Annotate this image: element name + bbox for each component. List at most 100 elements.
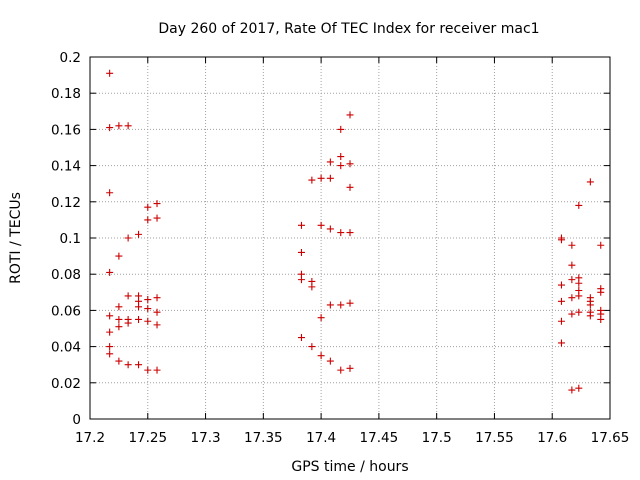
data-point — [557, 281, 565, 289]
y-tick-label: 0.06 — [51, 303, 81, 319]
data-point — [135, 315, 143, 323]
data-point — [124, 319, 132, 327]
data-point — [568, 294, 576, 302]
data-point — [135, 303, 143, 311]
data-point — [337, 125, 345, 133]
data-point — [346, 364, 354, 372]
data-point — [297, 276, 305, 284]
data-point — [153, 366, 161, 374]
data-point — [326, 301, 334, 309]
data-point — [346, 111, 354, 119]
chart-title: Day 260 of 2017, Rate Of TEC Index for r… — [158, 21, 539, 37]
data-point — [326, 357, 334, 365]
data-point — [115, 357, 123, 365]
data-point — [144, 296, 152, 304]
data-point — [575, 292, 583, 300]
data-point — [346, 160, 354, 168]
data-point — [317, 314, 325, 322]
data-point — [106, 312, 114, 320]
data-point — [144, 317, 152, 325]
data-point — [568, 241, 576, 249]
data-point — [308, 283, 316, 291]
x-tick-label: 17.55 — [475, 430, 514, 446]
data-point — [124, 292, 132, 300]
data-point — [557, 297, 565, 305]
y-tick-label: 0.14 — [51, 159, 81, 175]
x-tick-label: 17.35 — [244, 430, 283, 446]
data-point — [557, 236, 565, 244]
data-point — [106, 328, 114, 336]
data-point — [153, 200, 161, 208]
data-point — [106, 268, 114, 276]
x-tick-label: 17.65 — [591, 430, 630, 446]
grid-lines — [90, 57, 610, 419]
x-tick-label: 17.3 — [191, 430, 221, 446]
data-point — [337, 153, 345, 161]
x-tick-label: 17.2 — [75, 430, 105, 446]
data-point — [586, 312, 594, 320]
data-point — [568, 386, 576, 394]
data-point — [575, 279, 583, 287]
data-point — [326, 225, 334, 233]
data-point — [297, 221, 305, 229]
y-tick-label: 0.2 — [60, 50, 81, 66]
data-point — [317, 174, 325, 182]
data-point — [597, 288, 605, 296]
y-tick-label: 0.02 — [51, 376, 81, 392]
y-tick-label: 0.12 — [51, 195, 81, 211]
x-tick-label: 17.45 — [360, 430, 399, 446]
data-point — [575, 384, 583, 392]
data-point — [115, 323, 123, 331]
data-point — [568, 276, 576, 284]
data-point — [568, 310, 576, 318]
data-point — [144, 216, 152, 224]
data-point — [597, 315, 605, 323]
y-axis-label: ROTI / TECUs — [8, 192, 24, 284]
data-point — [337, 229, 345, 237]
data-point — [106, 343, 114, 351]
x-tick-label: 17.25 — [128, 430, 167, 446]
x-axis-label: GPS time / hours — [291, 459, 408, 475]
data-point — [575, 201, 583, 209]
y-tick-label: 0.08 — [51, 267, 81, 283]
data-point — [115, 315, 123, 323]
data-point — [135, 230, 143, 238]
data-point — [124, 234, 132, 242]
data-point — [106, 350, 114, 358]
data-point — [337, 162, 345, 170]
data-point — [153, 321, 161, 329]
y-tick-label: 0 — [72, 412, 81, 428]
y-tick-label: 0.16 — [51, 122, 81, 138]
data-point — [115, 303, 123, 311]
data-point — [153, 308, 161, 316]
data-point — [575, 308, 583, 316]
data-point — [144, 305, 152, 313]
y-tick-label: 0.04 — [51, 340, 81, 356]
data-point — [153, 214, 161, 222]
data-point — [106, 124, 114, 132]
data-point — [337, 366, 345, 374]
axes: 17.2 17.25 17.3 17.35 17.4 17.45 17.5 17.55 17.6… — [51, 50, 629, 446]
data-point — [297, 334, 305, 342]
data-point — [597, 241, 605, 249]
data-point — [317, 352, 325, 360]
data-point — [106, 189, 114, 197]
data-point — [115, 122, 123, 130]
data-point — [557, 317, 565, 325]
data-point — [317, 221, 325, 229]
x-tick-label: 17.6 — [537, 430, 567, 446]
data-point — [153, 294, 161, 302]
data-point — [326, 174, 334, 182]
data-point — [135, 361, 143, 369]
data-point — [586, 301, 594, 309]
data-point — [346, 183, 354, 191]
data-point — [144, 366, 152, 374]
data-point — [115, 252, 123, 260]
data-point — [124, 122, 132, 130]
data-point — [337, 301, 345, 309]
data-point — [308, 343, 316, 351]
data-point — [297, 248, 305, 256]
data-point — [557, 339, 565, 347]
data-point — [308, 176, 316, 184]
